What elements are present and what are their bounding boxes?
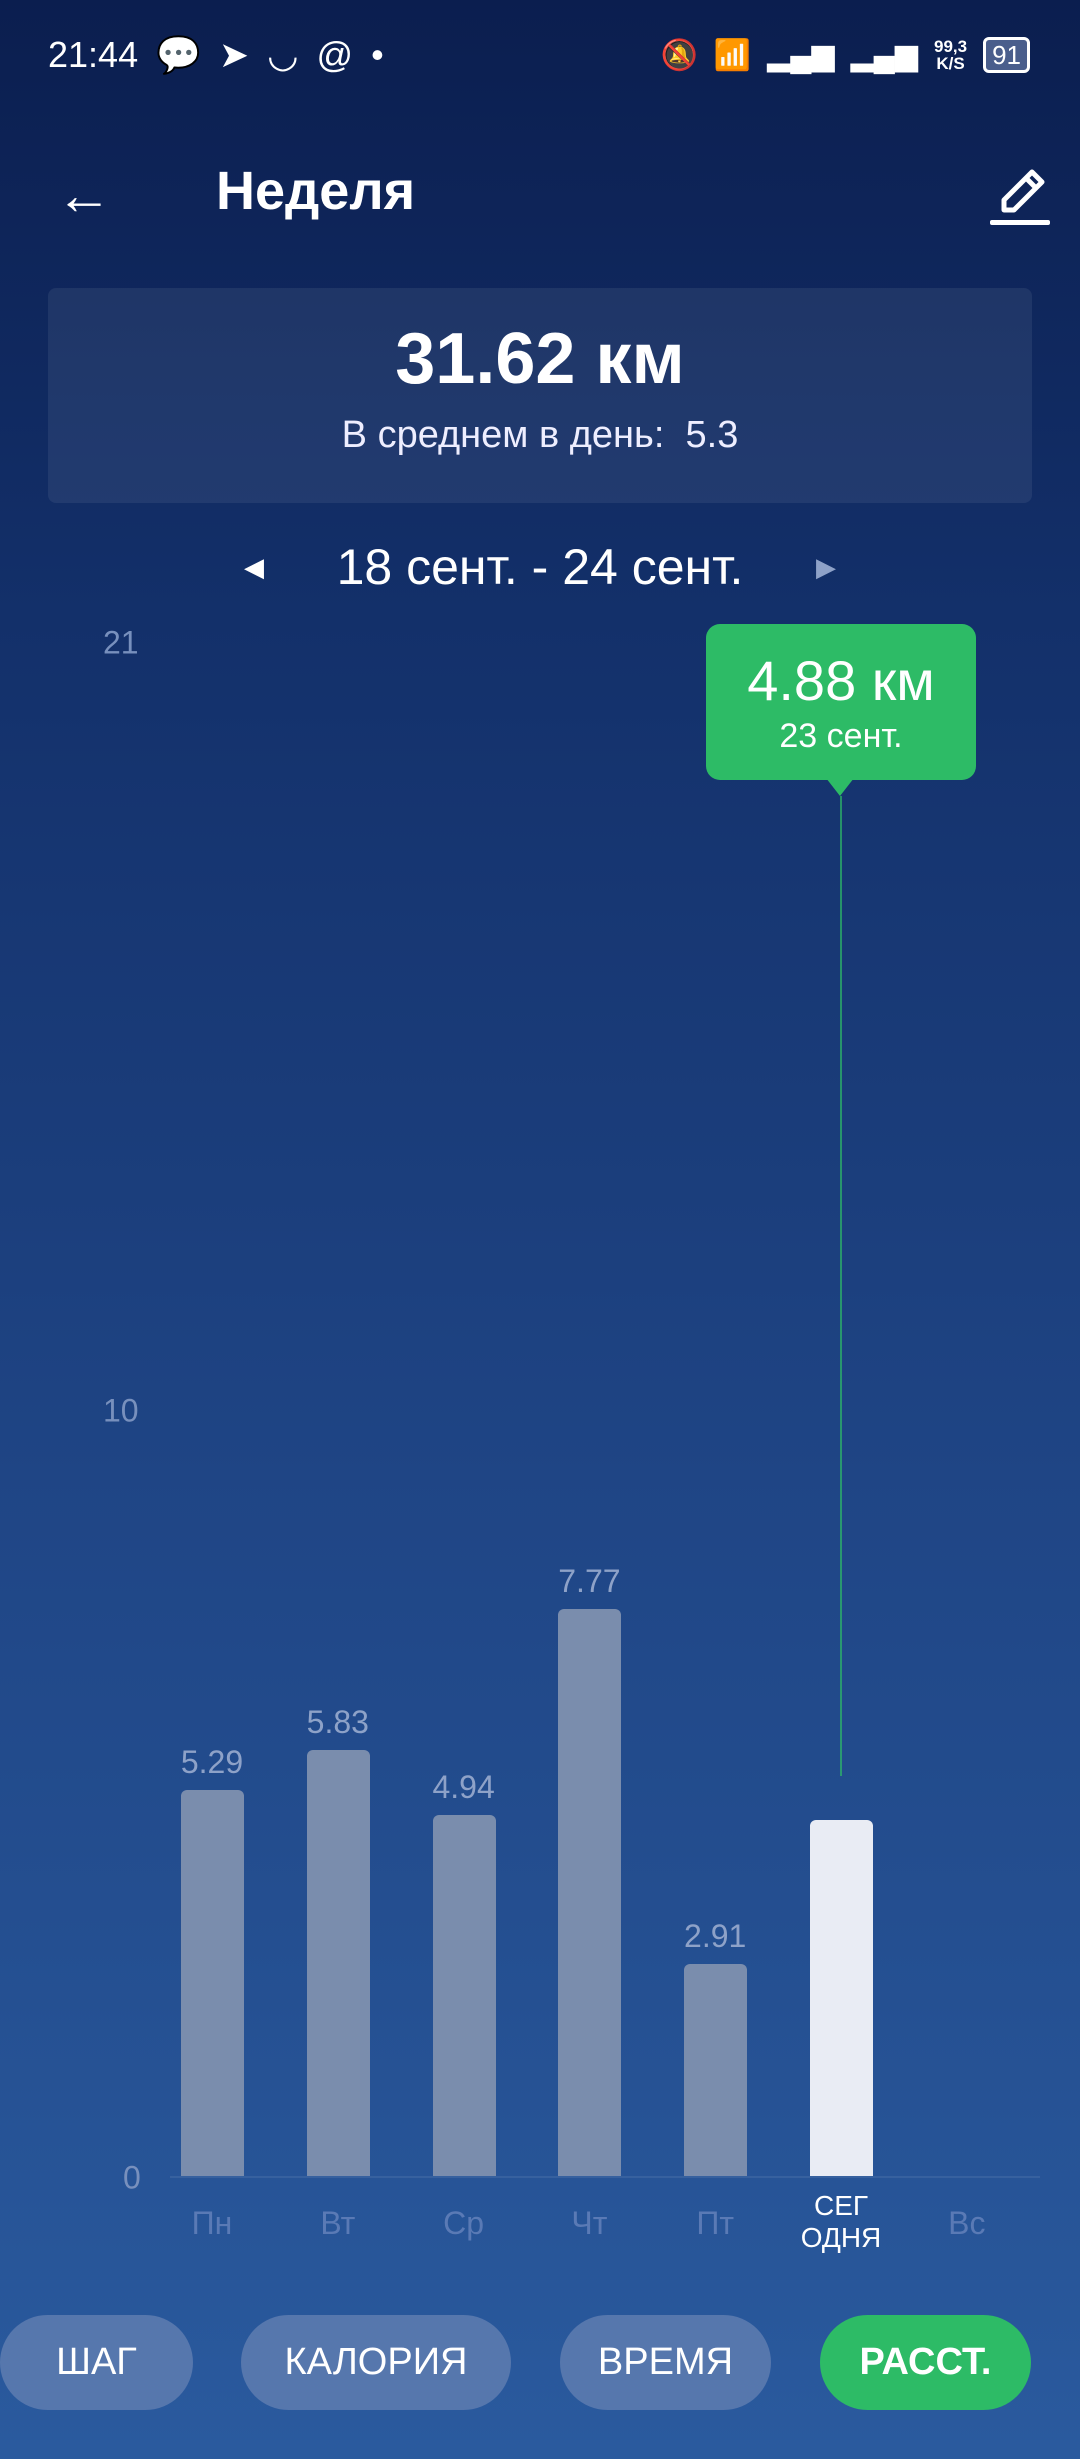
bar-value-label: 2.91: [684, 1917, 747, 1954]
bar-value-label: 5.83: [306, 1704, 369, 1741]
pencil-icon[interactable]: [990, 160, 1050, 230]
page-title: Неделя: [216, 161, 416, 221]
bar-chart: 5.29 Пн 5.83 Вт 4.94 Ср 7.77 Чт 2.91 Пт СЕГ ОДНЯ Вс: [180, 1562, 986, 2253]
bar-3[interactable]: [558, 1608, 622, 2176]
status-bar: 21:44 💬 ➤ ◡ @ • 🔕 📶 ▂▄▆ ▂▄▆ 99,3 K/S 91: [48, 30, 1030, 80]
dot-icon: •: [371, 34, 384, 75]
selection-line: [840, 796, 842, 1776]
smile-icon: ◡: [267, 34, 299, 75]
summary-card: 31.62 км В среднем в день: 5.3: [48, 288, 1032, 503]
bar-value-label: 4.94: [432, 1769, 495, 1806]
prev-week-icon[interactable]: ◀: [244, 552, 264, 582]
bar-4[interactable]: [684, 1963, 748, 2176]
telegram-icon: ➤: [218, 34, 250, 75]
y-tick: 21: [103, 624, 139, 661]
bar-2[interactable]: [432, 1815, 496, 2176]
x-tick-label: Пн: [191, 2205, 233, 2241]
x-tick-label: Вт: [320, 2205, 356, 2241]
net-speed: 99,3 K/S: [933, 37, 968, 73]
x-tick-label: Вс: [948, 2205, 986, 2241]
wifi-icon: 📶: [713, 38, 752, 72]
daily-average: В среднем в день: 5.3: [341, 414, 739, 456]
bar-5[interactable]: [810, 1819, 873, 2176]
selection-tooltip: 4.88 км 23 сент.: [706, 624, 976, 780]
next-week-icon[interactable]: ▶: [816, 552, 836, 582]
clock: 21:44: [48, 34, 139, 75]
tooltip-date: 23 сент.: [779, 717, 903, 755]
x-tick-label: Ср: [443, 2205, 485, 2241]
tab-calories[interactable]: КАЛОРИЯ: [241, 2315, 511, 2410]
date-navigator: ◀ 18 сент. - 24 сент. ▶: [0, 532, 1080, 602]
signal-icon: ▂▄▆: [850, 38, 918, 72]
bar-value-label: 7.77: [558, 1562, 621, 1599]
arrow-left-icon[interactable]: ←: [56, 163, 112, 226]
tab-distance[interactable]: РАССТ.: [820, 2315, 1031, 2410]
bar-value-label: 5.29: [180, 1743, 244, 1780]
battery-indicator: 91: [983, 37, 1030, 73]
x-tick-label: Пт: [696, 2205, 735, 2241]
y-tick: 0: [123, 2159, 141, 2196]
total-distance: 31.62 км: [395, 319, 685, 399]
tab-time[interactable]: ВРЕМЯ: [560, 2315, 771, 2410]
x-tick-label: СЕГ ОДНЯ: [800, 2190, 882, 2253]
bar-1[interactable]: [306, 1750, 370, 2176]
chat-icon: 💬: [156, 34, 201, 75]
date-range: 18 сент. - 24 сент.: [336, 539, 744, 595]
x-axis-line: [170, 2176, 1040, 2178]
at-icon: @: [316, 34, 354, 75]
tab-steps[interactable]: ШАГ: [0, 2315, 193, 2410]
x-tick-label: Чт: [571, 2205, 608, 2241]
y-tick: 10: [103, 1392, 139, 1429]
signal-icon: ▂▄▆: [767, 38, 835, 72]
bell-off-icon: 🔕: [660, 38, 698, 72]
bar-0[interactable]: [181, 1789, 244, 2176]
tooltip-value: 4.88 км: [747, 649, 935, 712]
tooltip-pointer: [826, 778, 854, 796]
